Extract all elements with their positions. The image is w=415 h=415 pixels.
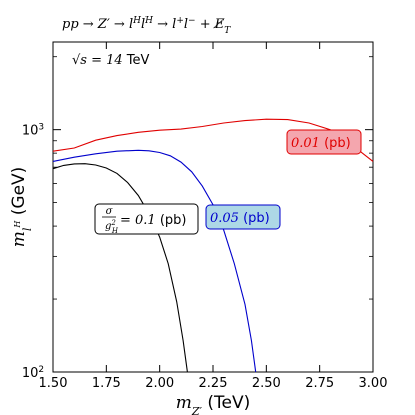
series-label-blue: 0.05 (pb) (205, 204, 281, 230)
x-tick-label-0: 1.50 (39, 376, 68, 391)
x-tick-label-2: 2.00 (145, 376, 174, 391)
label-black-value: = 0.1 (pb) (120, 213, 186, 228)
series-label-black: σ g2 H = 0.1 (pb) (94, 203, 199, 235)
x-tick-label-5: 2.75 (305, 376, 334, 391)
x-tick-label-1: 1.75 (92, 376, 121, 391)
y-tick-label-1: 103 (22, 123, 44, 139)
sigma-numerator: σ (106, 206, 114, 217)
series-line-0 (52, 163, 188, 373)
series-line-1 (52, 149, 257, 373)
label-red-value: 0.01 (pb) (291, 136, 351, 151)
y-axis-label: mlH (GeV) (9, 167, 34, 248)
series-label-red: 0.01 (pb) (286, 129, 362, 155)
x-tick-label-3: 2.25 (199, 376, 228, 391)
ticks-group: 1.50 1.75 2.00 2.25 2.50 2.75 3.00 102 103 (22, 42, 388, 391)
curves-group (52, 118, 374, 373)
x-tick-label-6: 3.00 (359, 376, 388, 391)
energy-annotation: √s = 14 TeV (72, 53, 150, 68)
sigma-denominator: g2 H (105, 219, 119, 235)
chart-title: pp → Z′ → lHlH → l+l− + E̸T (62, 16, 231, 36)
y-tick-label-0: 102 (22, 365, 44, 381)
label-blue-value: 0.05 (pb) (210, 211, 270, 226)
x-axis-label: mZ′ (TeV) (176, 393, 251, 415)
x-tick-label-4: 2.50 (252, 376, 281, 391)
